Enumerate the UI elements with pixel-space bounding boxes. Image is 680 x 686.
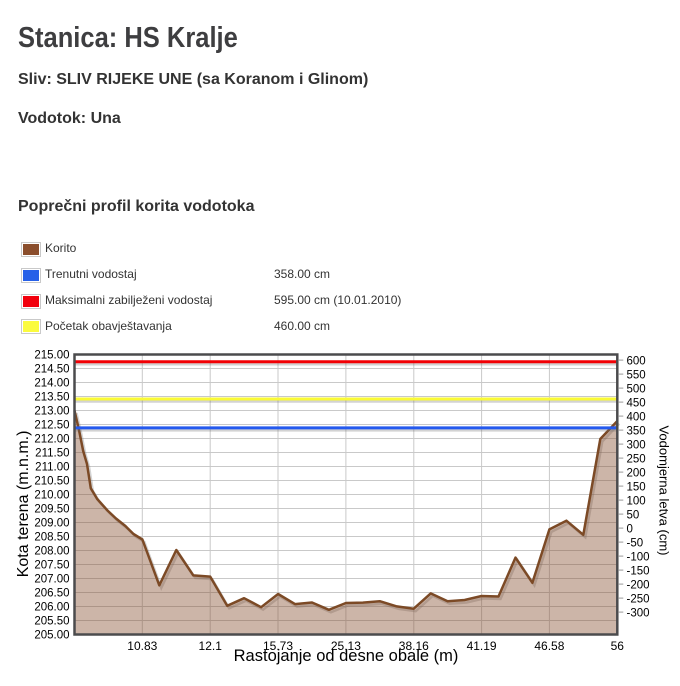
svg-text:500: 500 [627,383,646,395]
svg-text:207.00: 207.00 [34,574,69,586]
svg-text:208.00: 208.00 [34,546,69,558]
svg-text:46.58: 46.58 [534,639,564,653]
svg-text:207.50: 207.50 [34,560,69,572]
svg-text:0: 0 [627,523,633,535]
svg-text:400: 400 [627,411,646,423]
svg-text:550: 550 [627,369,646,381]
svg-text:212.00: 212.00 [34,434,69,446]
svg-text:206.00: 206.00 [34,602,69,614]
svg-text:206.50: 206.50 [34,588,69,600]
svg-text:50: 50 [627,509,640,521]
svg-text:150: 150 [627,481,646,493]
svg-text:200: 200 [627,467,646,479]
svg-text:211.00: 211.00 [35,462,69,474]
svg-text:-300: -300 [627,607,650,619]
svg-text:205.00: 205.00 [34,630,69,642]
svg-text:213.50: 213.50 [34,392,69,404]
svg-text:213.00: 213.00 [34,406,69,418]
svg-text:450: 450 [627,397,646,409]
svg-text:Vodomjerna letva (cm): Vodomjerna letva (cm) [656,425,671,555]
svg-text:205.50: 205.50 [34,616,69,628]
svg-text:211.50: 211.50 [35,448,69,460]
svg-text:300: 300 [627,439,646,451]
svg-text:209.50: 209.50 [34,504,69,516]
svg-text:600: 600 [627,355,646,367]
svg-text:41.19: 41.19 [467,639,497,653]
svg-text:-250: -250 [627,593,650,605]
svg-text:10.83: 10.83 [127,639,157,653]
svg-text:Rastojanje od desne obale (m): Rastojanje od desne obale (m) [234,647,459,665]
svg-text:208.50: 208.50 [34,532,69,544]
svg-text:12.1: 12.1 [199,639,223,653]
svg-text:56: 56 [611,639,625,653]
svg-text:-100: -100 [627,551,650,563]
svg-text:-200: -200 [627,579,650,591]
svg-text:25,13: 25,13 [331,639,361,653]
svg-text:210.00: 210.00 [34,490,69,502]
svg-text:209.00: 209.00 [34,518,69,530]
svg-text:100: 100 [627,495,646,507]
svg-text:212.50: 212.50 [34,420,69,432]
svg-text:215.00: 215.00 [34,350,69,362]
svg-text:214.00: 214.00 [34,378,69,390]
svg-text:Kota terena (m.n.m.): Kota terena (m.n.m.) [15,431,32,578]
svg-text:350: 350 [627,425,646,437]
svg-text:210.50: 210.50 [34,476,69,488]
svg-text:214.50: 214.50 [34,364,69,376]
svg-text:-50: -50 [627,537,644,549]
svg-text:250: 250 [627,453,646,465]
svg-text:-150: -150 [627,565,650,577]
svg-text:15.73: 15.73 [263,639,293,653]
svg-text:38.16: 38.16 [399,639,429,653]
